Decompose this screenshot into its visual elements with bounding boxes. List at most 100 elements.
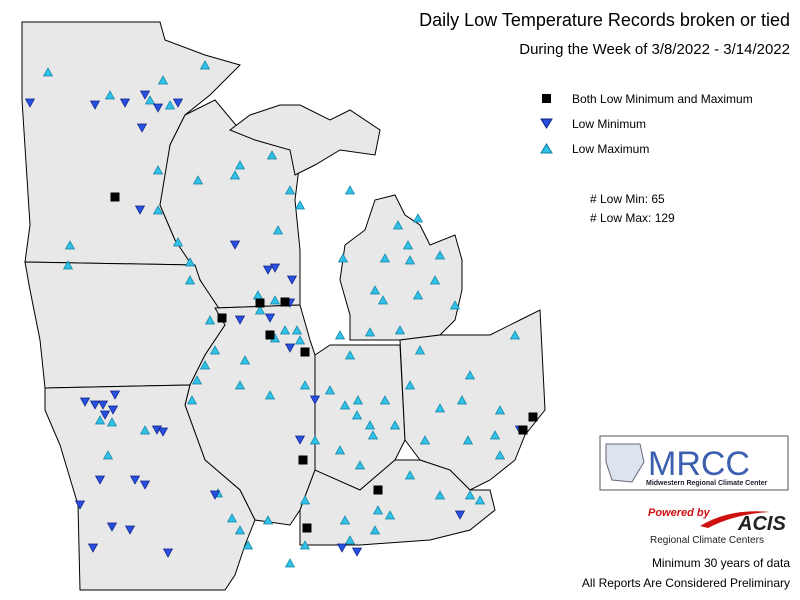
low-max-marker [339, 515, 351, 525]
low-max-marker [369, 285, 381, 295]
legend: Both Low Minimum and Maximum Low Minimum… [540, 92, 753, 156]
low-max-marker [434, 490, 446, 500]
low-min-marker [94, 475, 106, 485]
station-markers [24, 60, 538, 568]
low-max-marker [429, 275, 441, 285]
low-min-marker [209, 490, 221, 500]
iowa [24, 261, 226, 389]
footer-line: All Reports Are Considered Preliminary [582, 576, 790, 590]
low-max-marker [299, 495, 311, 505]
low-max-marker [204, 315, 216, 325]
acis-name: Regional Climate Centers [650, 535, 764, 546]
low-min-marker [106, 522, 118, 532]
low-min-marker [129, 475, 141, 485]
both-marker [280, 297, 290, 307]
low-max-marker [199, 60, 211, 70]
low-max-marker [266, 150, 278, 160]
legend-entry: Both Low Minimum and Maximum [572, 92, 753, 106]
low-max-marker [379, 253, 391, 263]
mrcc-map-icon [605, 443, 645, 483]
low-max-marker [489, 430, 501, 440]
footer-line: Minimum 30 years of data [652, 556, 790, 570]
both-marker [300, 347, 310, 357]
low-min-marker [262, 265, 274, 275]
low-max-marker [456, 395, 468, 405]
low-max-marker [372, 505, 384, 515]
low-max-marker [106, 417, 118, 427]
legend-square [542, 94, 551, 103]
low-max-marker [464, 490, 476, 500]
low-max-marker [62, 260, 74, 270]
low-min-marker [284, 343, 296, 353]
low-max-marker [152, 205, 164, 215]
low-min-marker [136, 123, 148, 133]
low-max-marker [294, 200, 306, 210]
mrcc-text: MRCC [648, 445, 750, 483]
low-max-marker [191, 375, 203, 385]
low-max-marker [404, 255, 416, 265]
low-min-marker [109, 390, 121, 400]
low-min-marker [99, 410, 111, 420]
low-max-marker [339, 400, 351, 410]
low-max-marker [139, 425, 151, 435]
michigan-upper [228, 104, 381, 176]
low-min-marker [162, 548, 174, 558]
low-max-marker [364, 420, 376, 430]
low-min-marker [97, 400, 109, 410]
both-marker [298, 455, 308, 465]
both-marker [373, 485, 383, 495]
low-max-marker [229, 170, 241, 180]
low-max-marker [184, 257, 196, 267]
low-min-marker [294, 435, 306, 445]
low-min-marker [124, 525, 136, 535]
low-max-marker [272, 225, 284, 235]
low-max-marker [344, 535, 356, 545]
low-max-marker [164, 100, 176, 110]
low-max-marker [102, 450, 114, 460]
missouri [44, 384, 256, 591]
legend-down-triangle [540, 118, 553, 129]
low-min-marker [119, 98, 131, 108]
low-min-marker [134, 205, 146, 215]
legend-entry: Low Maximum [572, 142, 649, 156]
low-min-marker [89, 100, 101, 110]
low-max-marker [404, 380, 416, 390]
powered-by: Powered by [648, 507, 711, 519]
acis-logo: Powered by ACIS Regional Climate Centers [648, 507, 786, 546]
low-max-marker [284, 558, 296, 568]
both-marker [255, 298, 265, 308]
low-max-marker [94, 415, 106, 425]
low-min-marker [351, 547, 363, 557]
low-min-marker [87, 543, 99, 553]
low-max-marker [144, 95, 156, 105]
low-max-marker [254, 305, 266, 315]
low-max-marker [234, 525, 246, 535]
states [21, 21, 546, 591]
low-max-marker [449, 300, 461, 310]
low-max-marker [291, 325, 303, 335]
low-max-marker [309, 435, 321, 445]
title: Daily Low Temperature Records broken or … [419, 10, 790, 30]
low-max-marker [434, 403, 446, 413]
low-max-marker [64, 240, 76, 250]
both-marker [265, 330, 275, 340]
low-max-marker [367, 430, 379, 440]
low-max-marker [384, 510, 396, 520]
low-max-marker [494, 405, 506, 415]
low-min-marker [79, 397, 91, 407]
low-min-marker [454, 510, 466, 520]
low-max-marker [242, 540, 254, 550]
low-min-marker [234, 315, 246, 325]
both-marker [217, 313, 227, 323]
low-max-marker [474, 495, 486, 505]
low-max-marker [351, 410, 363, 420]
low-max-marker [464, 370, 476, 380]
both-marker [528, 412, 538, 422]
low-min-marker [89, 400, 101, 410]
low-max-marker [344, 350, 356, 360]
low-max-marker [337, 253, 349, 263]
low-max-marker [279, 325, 291, 335]
low-max-marker [379, 395, 391, 405]
legend-up-triangle [540, 143, 553, 154]
